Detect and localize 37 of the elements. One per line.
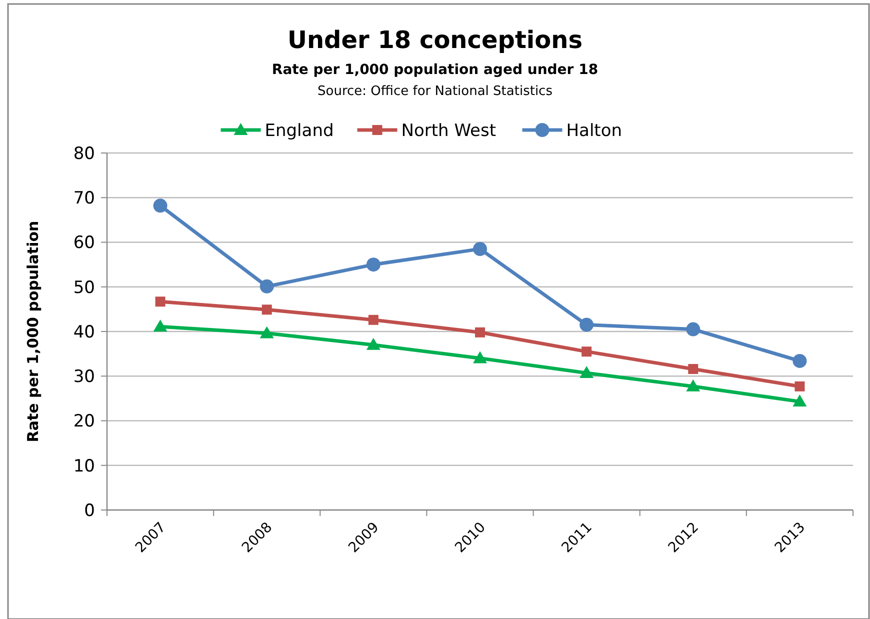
point	[153, 320, 168, 332]
point	[262, 304, 272, 315]
y-tick-label: 70	[73, 188, 95, 209]
point	[475, 327, 485, 338]
point	[792, 394, 807, 407]
point	[794, 381, 805, 392]
point	[155, 296, 166, 307]
y-tick-label: 30	[73, 367, 95, 388]
point	[153, 198, 168, 213]
point	[686, 379, 700, 392]
point	[686, 322, 700, 336]
point	[366, 338, 380, 350]
source-note: Source: Office for National Statistics	[318, 84, 553, 99]
point	[580, 366, 594, 378]
point	[580, 318, 594, 332]
y-tick-label: 40	[73, 322, 95, 342]
point	[688, 364, 698, 374]
chart-subtitle: Rate per 1,000 population aged under 18	[272, 62, 598, 78]
y-tick-label: 80	[73, 144, 95, 164]
y-tick-label: 20	[73, 412, 95, 432]
legend-label: England	[264, 121, 334, 141]
point	[582, 346, 592, 357]
y-tick-label: 0	[84, 500, 95, 521]
point	[368, 314, 378, 325]
y-axis-title: Rate per 1,000 population	[24, 220, 42, 442]
point	[260, 326, 274, 338]
legend-label: Halton	[566, 121, 622, 141]
point	[792, 354, 807, 368]
y-tick-label: 60	[73, 233, 95, 254]
point	[366, 258, 380, 272]
y-tick-label: 10	[73, 456, 95, 476]
point	[473, 351, 487, 364]
chart-title: Under 18 conceptions	[287, 26, 583, 54]
point	[473, 242, 487, 256]
y-tick-label: 50	[73, 278, 95, 298]
point	[260, 279, 274, 294]
legend-label: North West	[401, 121, 496, 141]
